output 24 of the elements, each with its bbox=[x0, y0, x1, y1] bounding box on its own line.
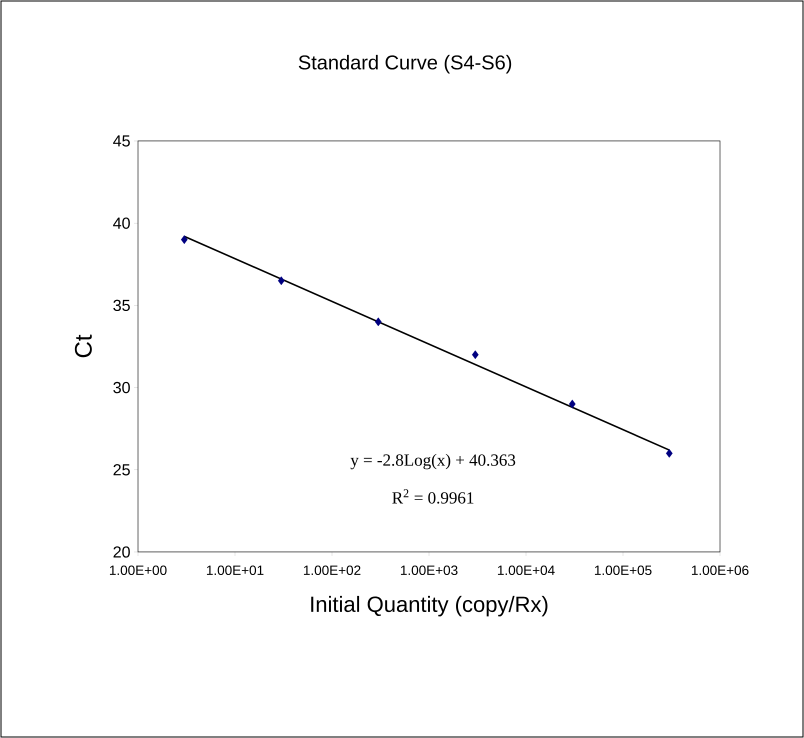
y-tick-label: 40 bbox=[113, 218, 130, 229]
y-tick-label: 25 bbox=[114, 464, 130, 476]
x-axis-title: Initial Quantity (copy/Rx) bbox=[311, 596, 548, 616]
y-tick-label: 30 bbox=[113, 382, 130, 394]
x-tick-label: 1.00E+05 bbox=[594, 566, 652, 576]
chart-title: Standard Curve (S4-S6) bbox=[298, 54, 512, 74]
x-tick-label: 1.00E+00 bbox=[110, 566, 167, 576]
x-tick-label: 1.00E+04 bbox=[498, 566, 555, 576]
point bbox=[180, 235, 188, 244]
annotation: y = -2.8Log(x) + 40.363 bbox=[350, 454, 516, 470]
y-tick-label: 35 bbox=[113, 300, 130, 312]
x-tick-label: 1.00E+02 bbox=[304, 566, 360, 576]
x-tick-label: 1.00E+03 bbox=[400, 566, 458, 576]
x-tick-label: 1.00E+06 bbox=[692, 566, 749, 576]
y-tick-label: 45 bbox=[113, 135, 130, 147]
point bbox=[472, 350, 479, 360]
y-tick-label: 20 bbox=[114, 546, 130, 558]
annotation: R$^{2}$ = 0.9961 bbox=[392, 489, 474, 504]
point bbox=[374, 317, 382, 326]
point bbox=[666, 448, 673, 458]
point bbox=[278, 276, 285, 286]
x-tick-label: 1.00E+01 bbox=[206, 566, 264, 576]
point bbox=[568, 400, 576, 408]
y-axis-title: Ct bbox=[74, 334, 92, 358]
